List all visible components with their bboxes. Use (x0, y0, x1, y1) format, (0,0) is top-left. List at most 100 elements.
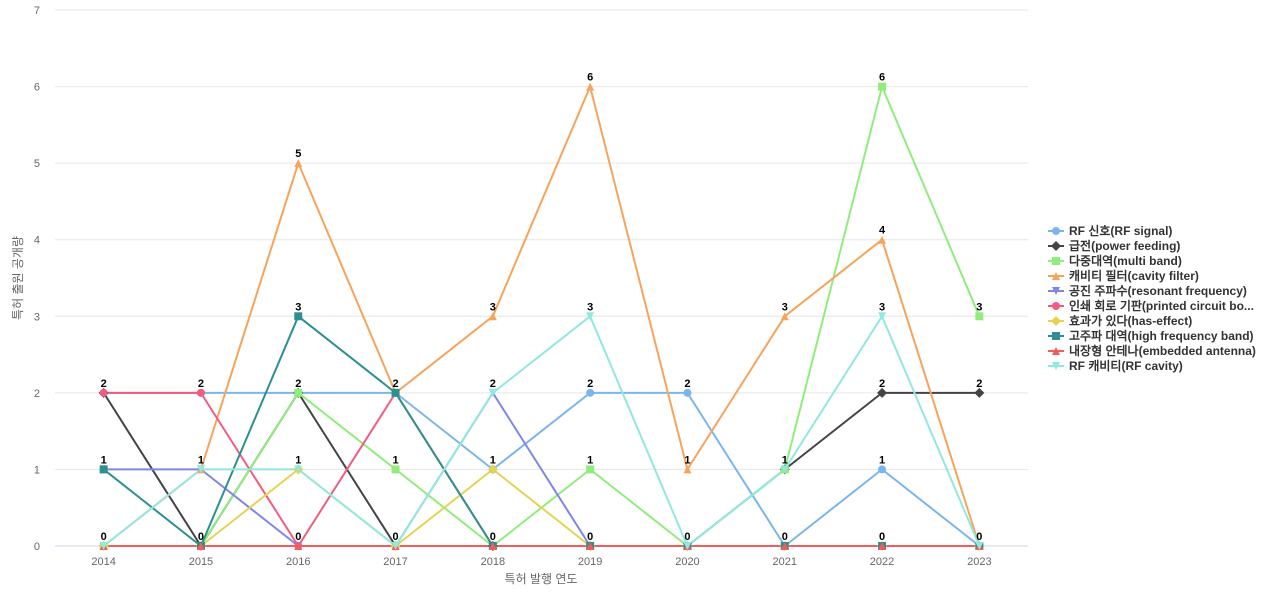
data-point-9-9 (975, 542, 984, 550)
data-label: 1 (684, 454, 690, 466)
series-line-3 (102, 85, 981, 547)
data-point-0-6 (683, 388, 692, 397)
legend-label: 캐비티 필터(cavity filter) (1069, 268, 1199, 283)
y-tick-label: 3 (34, 311, 40, 323)
y-tick-label: 2 (34, 388, 40, 400)
data-point-8-5 (586, 542, 595, 550)
legend-item[interactable]: 급전(power feeding) (1048, 238, 1180, 253)
data-label: 3 (879, 301, 885, 313)
data-point-3-5 (586, 82, 595, 91)
legend-marker (1052, 302, 1060, 310)
data-point-7-3 (391, 388, 400, 397)
data-point-9-2 (294, 465, 303, 474)
data-point-3-2 (294, 159, 303, 168)
data-point-5-1 (196, 388, 205, 397)
data-point-2-9 (975, 312, 984, 321)
data-point-3-7 (780, 312, 789, 321)
data-point-9-5 (586, 312, 595, 321)
legend-marker (1052, 257, 1060, 265)
data-label: 4 (879, 225, 886, 237)
x-tick-label: 2021 (773, 556, 797, 568)
y-tick-label: 4 (34, 235, 40, 247)
data-point-6-4 (487, 464, 498, 475)
legend-marker (1052, 347, 1060, 355)
legend-item[interactable]: RF 신호(RF signal) (1048, 223, 1172, 238)
data-label: 1 (392, 454, 398, 466)
data-point-9-4 (488, 388, 497, 397)
legend-item[interactable]: 공진 주파수(resonant frequency) (1048, 283, 1247, 298)
data-point-8-1 (196, 542, 205, 550)
data-label: 2 (587, 378, 593, 390)
legend-label: 고주파 대역(high frequency band) (1069, 328, 1254, 343)
y-tick-label: 6 (34, 82, 40, 94)
data-point-2-8 (878, 82, 887, 91)
data-label: 3 (295, 301, 301, 313)
x-axis-title: 특허 발행 연도 (505, 571, 578, 586)
data-label: 0 (295, 531, 301, 543)
data-label: 2 (976, 378, 982, 390)
x-tick-label: 2023 (967, 556, 991, 568)
legend-marker (1051, 316, 1061, 326)
legend-marker (1052, 227, 1060, 235)
legend-item[interactable]: 인쇄 회로 기판(printed circuit bo... (1048, 298, 1254, 313)
data-label: 3 (587, 301, 593, 313)
y-tick-label: 0 (34, 541, 40, 553)
data-label: 3 (976, 301, 982, 313)
x-tick-label: 2017 (383, 556, 407, 568)
legend-marker (1051, 241, 1061, 251)
data-label: 2 (198, 378, 204, 390)
x-tick-label: 2020 (675, 556, 699, 568)
legend-label: 내장형 안테나(embedded antenna) (1069, 343, 1256, 358)
data-label: 2 (879, 378, 885, 390)
data-point-2-3 (391, 465, 400, 474)
x-tick-label: 2019 (578, 556, 602, 568)
data-point-3-8 (878, 235, 887, 244)
data-point-8-8 (878, 542, 887, 550)
legend-item[interactable]: 효과가 있다(has-effect) (1048, 313, 1192, 328)
data-point-7-2 (294, 312, 303, 321)
data-point-9-6 (683, 542, 692, 550)
legend-label: 효과가 있다(has-effect) (1069, 313, 1192, 328)
data-point-2-2 (294, 388, 303, 397)
legend-label: RF 신호(RF signal) (1069, 223, 1172, 238)
legend-item[interactable]: RF 캐비티(RF cavity) (1048, 358, 1183, 373)
y-tick-label: 5 (34, 158, 40, 170)
data-label: 2 (684, 378, 690, 390)
data-label: 0 (976, 531, 982, 543)
series-line-9 (102, 315, 981, 547)
data-label: 2 (101, 378, 107, 390)
data-label: 0 (782, 531, 788, 543)
series-line-6 (102, 468, 981, 547)
data-point-9-1 (196, 465, 205, 474)
legend-item[interactable]: 다중대역(multi band) (1048, 253, 1182, 268)
data-point-9-7 (780, 465, 789, 474)
data-point-1-9 (974, 387, 985, 398)
data-point-8-7 (780, 542, 789, 550)
data-label: 0 (879, 531, 885, 543)
data-label: 6 (587, 72, 593, 84)
data-label: 2 (490, 378, 496, 390)
data-label: 2 (295, 378, 301, 390)
data-label: 1 (490, 454, 496, 466)
data-label: 0 (101, 531, 107, 543)
data-label: 1 (295, 454, 301, 466)
data-point-3-6 (683, 465, 692, 474)
data-label: 0 (587, 531, 593, 543)
data-label: 1 (101, 454, 107, 466)
legend-item[interactable]: 고주파 대역(high frequency band) (1048, 328, 1254, 343)
y-tick-label: 1 (34, 464, 40, 476)
x-tick-label: 2016 (286, 556, 310, 568)
legend-label: 공진 주파수(resonant frequency) (1069, 283, 1247, 298)
data-label: 1 (198, 454, 204, 466)
x-tick-label: 2022 (870, 556, 894, 568)
series-markers (98, 82, 985, 551)
legend-label: 다중대역(multi band) (1069, 253, 1182, 268)
legend-item[interactable]: 내장형 안테나(embedded antenna) (1048, 343, 1256, 358)
legend-label: 급전(power feeding) (1069, 238, 1180, 253)
legend-item[interactable]: 캐비티 필터(cavity filter) (1048, 268, 1199, 283)
data-label: 0 (392, 531, 398, 543)
data-point-0-5 (586, 388, 595, 397)
data-label: 0 (490, 531, 496, 543)
